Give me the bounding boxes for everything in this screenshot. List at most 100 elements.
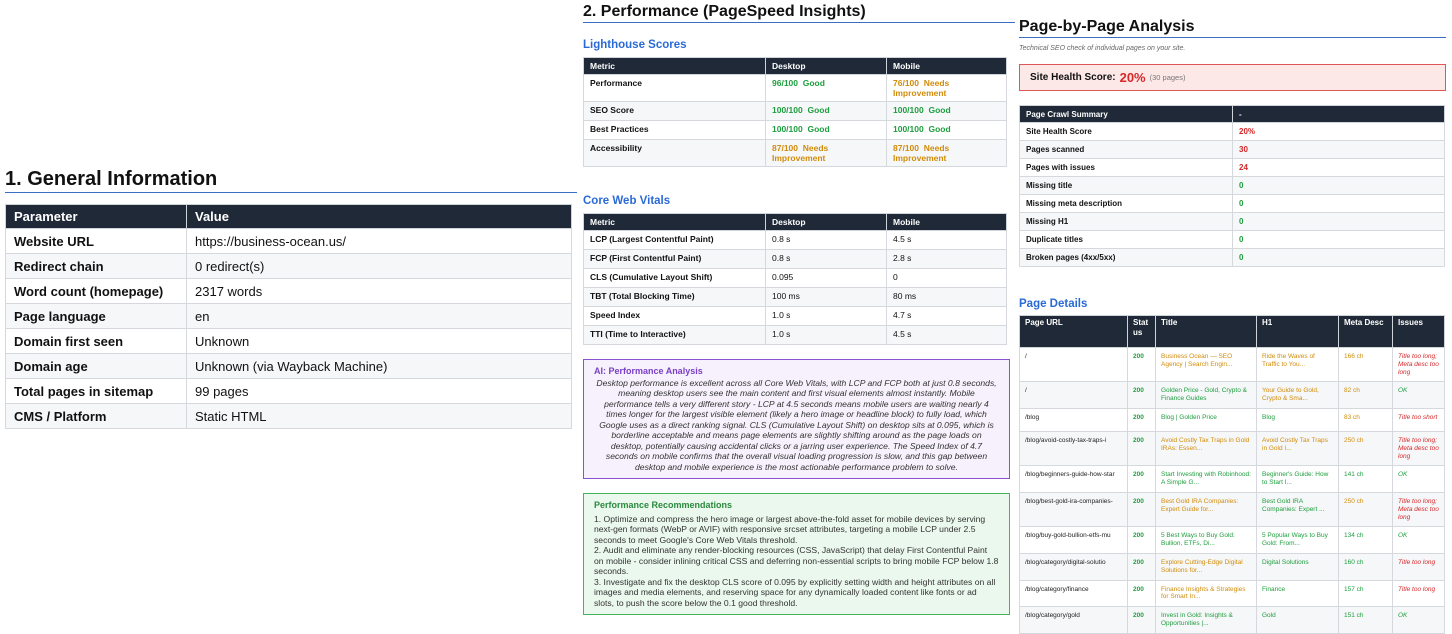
score-cell: 87/100 Needs Improvement <box>765 139 887 167</box>
table-cell: OK <box>1392 465 1445 493</box>
column-header: Page Crawl Summary <box>1019 105 1233 123</box>
section-title: 2. Performance (PageSpeed Insights) <box>583 3 1015 23</box>
table-row: SEO Score 100/100 Good 100/100 Good <box>583 101 1007 121</box>
table-cell: Accessibility <box>583 139 766 167</box>
table-cell: Blog <box>1256 407 1339 432</box>
table-cell: Total pages in sitemap <box>5 378 187 404</box>
table-cell: / <box>1019 346 1128 383</box>
score-cell: 100/100 Good <box>886 101 1007 121</box>
table-cell: 80 ms <box>886 287 1007 307</box>
column-header: Desktop <box>765 57 887 75</box>
table-cell: Site Health Score <box>1019 122 1233 141</box>
table-row: CLS (Cumulative Layout Shift) 0.095 0 <box>583 268 1007 288</box>
table-cell: 83 ch <box>1338 407 1393 432</box>
score: 100/100 <box>772 124 803 134</box>
table-cell: Your Guide to Gold, Crypto & Sma... <box>1256 381 1339 409</box>
table-cell: en <box>186 303 572 329</box>
table-cell: LCP (Largest Contentful Paint) <box>583 230 766 250</box>
table-cell: Title too long; Meta desc too long <box>1392 430 1445 467</box>
table-cell: /blog/category/digital-solutio <box>1019 552 1128 581</box>
table-row: Site Health Score 20% <box>1019 122 1445 141</box>
rating: Needs Improvement <box>893 78 950 98</box>
general-section: 1. General Information Parameter Value Web… <box>5 168 577 429</box>
table-row: /blog/best-gold-ira-companies- 200 Best Go… <box>1019 491 1445 528</box>
table-cell: 5 Best Ways to Buy Gold: Bullion, ETFs, … <box>1155 526 1257 554</box>
table: Parameter Value Website URL https://busines… <box>5 204 572 429</box>
table-row: /blog/beginners-guide-how-star 200 Start I… <box>1019 465 1445 493</box>
table-row: /blog/category/digital-solutio 200 Explore… <box>1019 552 1445 581</box>
table-cell: Page language <box>5 303 187 329</box>
header-row: Page Crawl Summary - <box>1019 105 1445 123</box>
table-cell: 100 ms <box>765 287 887 307</box>
table-row: LCP (Largest Contentful Paint) 0.8 s 4.5 s <box>583 230 1007 250</box>
table-cell: Finance Insights & Strategies for Smart … <box>1155 579 1257 608</box>
health-value: 20% <box>1119 70 1146 85</box>
table: Page URL Status Title H1 Meta Desc Issues/200… <box>1019 315 1445 634</box>
table-cell: 0.8 s <box>765 230 887 250</box>
table-cell: 151 ch <box>1338 606 1393 634</box>
table-cell: Business Ocean — SEO Agency | Search Eng… <box>1155 346 1257 383</box>
table-cell: 200 <box>1127 407 1156 432</box>
recommendation-item: 1. Optimize and compress the hero image … <box>594 513 986 545</box>
score: 87/100 <box>893 143 919 153</box>
header-row: Metric Desktop Mobile <box>583 213 1007 231</box>
score: 76/100 <box>893 78 919 88</box>
section-title: Page-by-Page Analysis <box>1019 18 1446 38</box>
box-text: Desktop performance is excellent across … <box>596 377 997 472</box>
table-cell: Title too long <box>1392 552 1445 581</box>
table-cell: Best Gold IRA Companies: Expert ... <box>1256 491 1339 528</box>
table-cell: CLS (Cumulative Layout Shift) <box>583 268 766 288</box>
table-cell: Invest in Gold: Insights & Opportunities… <box>1155 606 1257 634</box>
table-row: Missing title 0 <box>1019 176 1445 195</box>
table-cell: 134 ch <box>1338 526 1393 554</box>
table-cell: Avoid Costly Tax Traps in Gold I... <box>1256 430 1339 467</box>
table-cell: 157 ch <box>1338 579 1393 608</box>
recommendation-list: 1. Optimize and compress the hero image … <box>594 514 999 609</box>
table-cell: Static HTML <box>186 403 572 429</box>
health-note: (30 pages) <box>1149 73 1186 82</box>
table-cell: 141 ch <box>1338 465 1393 493</box>
table-row: TTI (Time to Interactive) 1.0 s 4.5 s <box>583 325 1007 345</box>
table-cell: 0 redirect(s) <box>186 253 572 279</box>
table-cell: Pages scanned <box>1019 140 1233 159</box>
table-cell: 4.7 s <box>886 306 1007 326</box>
column-header: Status <box>1127 315 1156 348</box>
table-cell: Missing H1 <box>1019 212 1233 231</box>
table-row: TBT (Total Blocking Time) 100 ms 80 ms <box>583 287 1007 307</box>
table-row: Performance 96/100 Good 76/100 Needs Impro… <box>583 74 1007 102</box>
table-cell: 99 pages <box>186 378 572 404</box>
score-cell: 100/100 Good <box>765 120 887 140</box>
table-row: Domain age Unknown (via Wayback Machine) <box>5 353 572 379</box>
table: Page Crawl Summary - Site Health Score 20% P… <box>1019 105 1445 267</box>
subsection-title: Core Web Vitals <box>583 195 671 207</box>
table-cell: Domain first seen <box>5 328 187 354</box>
table-cell: Finance <box>1256 579 1339 608</box>
table-row: /blog/category/finance 200 Finance Insight… <box>1019 579 1445 608</box>
table-cell: 200 <box>1127 346 1156 383</box>
column-header: Mobile <box>886 213 1007 231</box>
table-cell: 250 ch <box>1338 491 1393 528</box>
table-cell: Domain age <box>5 353 187 379</box>
table-cell: 2.8 s <box>886 249 1007 269</box>
health-label: Site Health Score: <box>1030 72 1116 83</box>
table-cell: / <box>1019 381 1128 409</box>
rating: Good <box>807 124 830 134</box>
table-cell: Ride the Waves of Traffic to You... <box>1256 346 1339 383</box>
table-row: Pages scanned 30 <box>1019 140 1445 159</box>
table-cell: Speed Index <box>583 306 766 326</box>
table-cell: 0 <box>886 268 1007 288</box>
rating: Good <box>928 124 951 134</box>
header-row: Metric Desktop Mobile <box>583 57 1007 75</box>
box-title: AI: Performance Analysis <box>594 366 703 376</box>
pages-section: Page-by-Page Analysis Technical SEO chec… <box>1019 18 1446 634</box>
column-header: Desktop <box>765 213 887 231</box>
table-row: /blog/category/gold 200 Invest in Gold: In… <box>1019 606 1445 634</box>
table-cell: Performance <box>583 74 766 102</box>
score-cell: 87/100 Needs Improvement <box>886 139 1007 167</box>
column-header: - <box>1232 105 1445 123</box>
score-cell: 76/100 Needs Improvement <box>886 74 1007 102</box>
score: 96/100 <box>772 78 798 88</box>
table-cell: Start Investing with Robinhood: A Simple… <box>1155 465 1257 493</box>
column-header: Title <box>1155 315 1257 348</box>
column-header: Value <box>186 204 572 229</box>
